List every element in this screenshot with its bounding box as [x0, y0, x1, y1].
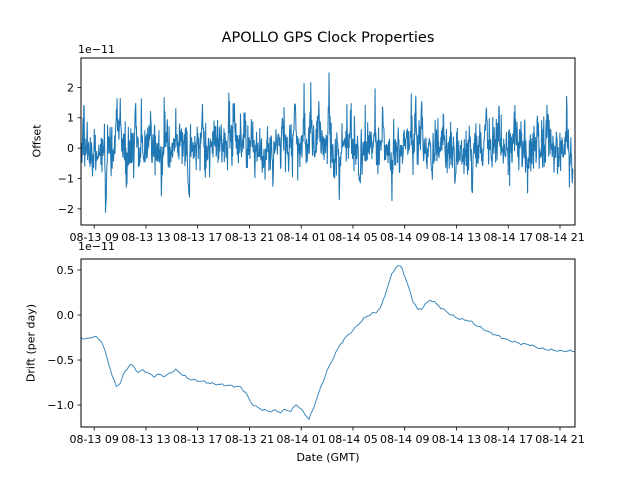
offset-plot: 210−1−208-13 09 08-13 13 08-13 17 08-13 21 0… [58, 57, 585, 244]
x-tick-label: 08-13 17 [173, 231, 222, 244]
x-tick-label: 08-14 09 [380, 433, 429, 446]
x-tick-label: 08-14 13 [432, 433, 481, 446]
x-tick-label: 08-14 09 [380, 231, 429, 244]
plot-frame [80, 258, 576, 428]
x-tick-label: 08-14 05 [328, 231, 377, 244]
y-tick-label: 0.0 [57, 309, 75, 322]
y-tick-label: 1 [67, 112, 74, 125]
y-tick-label: 0.5 [57, 264, 75, 277]
x-tick-label: 08-14 21 [535, 231, 584, 244]
x-tick-label: 08-14 05 [328, 433, 377, 446]
x-tick-label: 08-14 17 [484, 231, 533, 244]
y-tick-label: −1.0 [47, 399, 74, 412]
y-tick-label: −2 [58, 203, 74, 216]
drift-series-line [81, 265, 575, 420]
y-tick-label: −0.5 [47, 354, 74, 367]
x-tick-label: 08-13 09 [69, 231, 118, 244]
x-tick-label: 08-14 01 [276, 433, 325, 446]
offset-y-axis-label: Offset [30, 124, 44, 158]
x-tick-label: 08-13 13 [121, 231, 170, 244]
x-tick-label: 08-13 17 [173, 433, 222, 446]
date-x-axis-label: Date (GMT) [296, 451, 360, 464]
plot-frame [80, 57, 576, 226]
y-tick-label: 0 [67, 142, 74, 155]
x-tick-label: 08-14 13 [432, 231, 481, 244]
x-tick-label: 08-13 21 [225, 433, 274, 446]
x-tick-label: 08-14 01 [276, 231, 325, 244]
offset-series-line [81, 72, 574, 213]
chart-title: APOLLO GPS Clock Properties [221, 30, 435, 46]
x-tick-label: 08-13 09 [69, 433, 118, 446]
drift-scale-factor: 1e−11 [78, 240, 115, 253]
offset-scale-factor: 1e−11 [78, 43, 115, 56]
x-tick-label: 08-14 17 [484, 433, 533, 446]
y-tick-label: −1 [58, 172, 74, 185]
x-tick-label: 08-13 21 [225, 231, 274, 244]
drift-y-axis-label: Drift (per day) [24, 303, 38, 383]
drift-plot: 0.50.0−0.5−1.008-13 09 08-13 13 08-13 17 08… [47, 258, 585, 446]
y-tick-label: 2 [67, 81, 74, 94]
x-tick-label: 08-14 21 [535, 433, 584, 446]
x-tick-label: 08-13 13 [121, 433, 170, 446]
